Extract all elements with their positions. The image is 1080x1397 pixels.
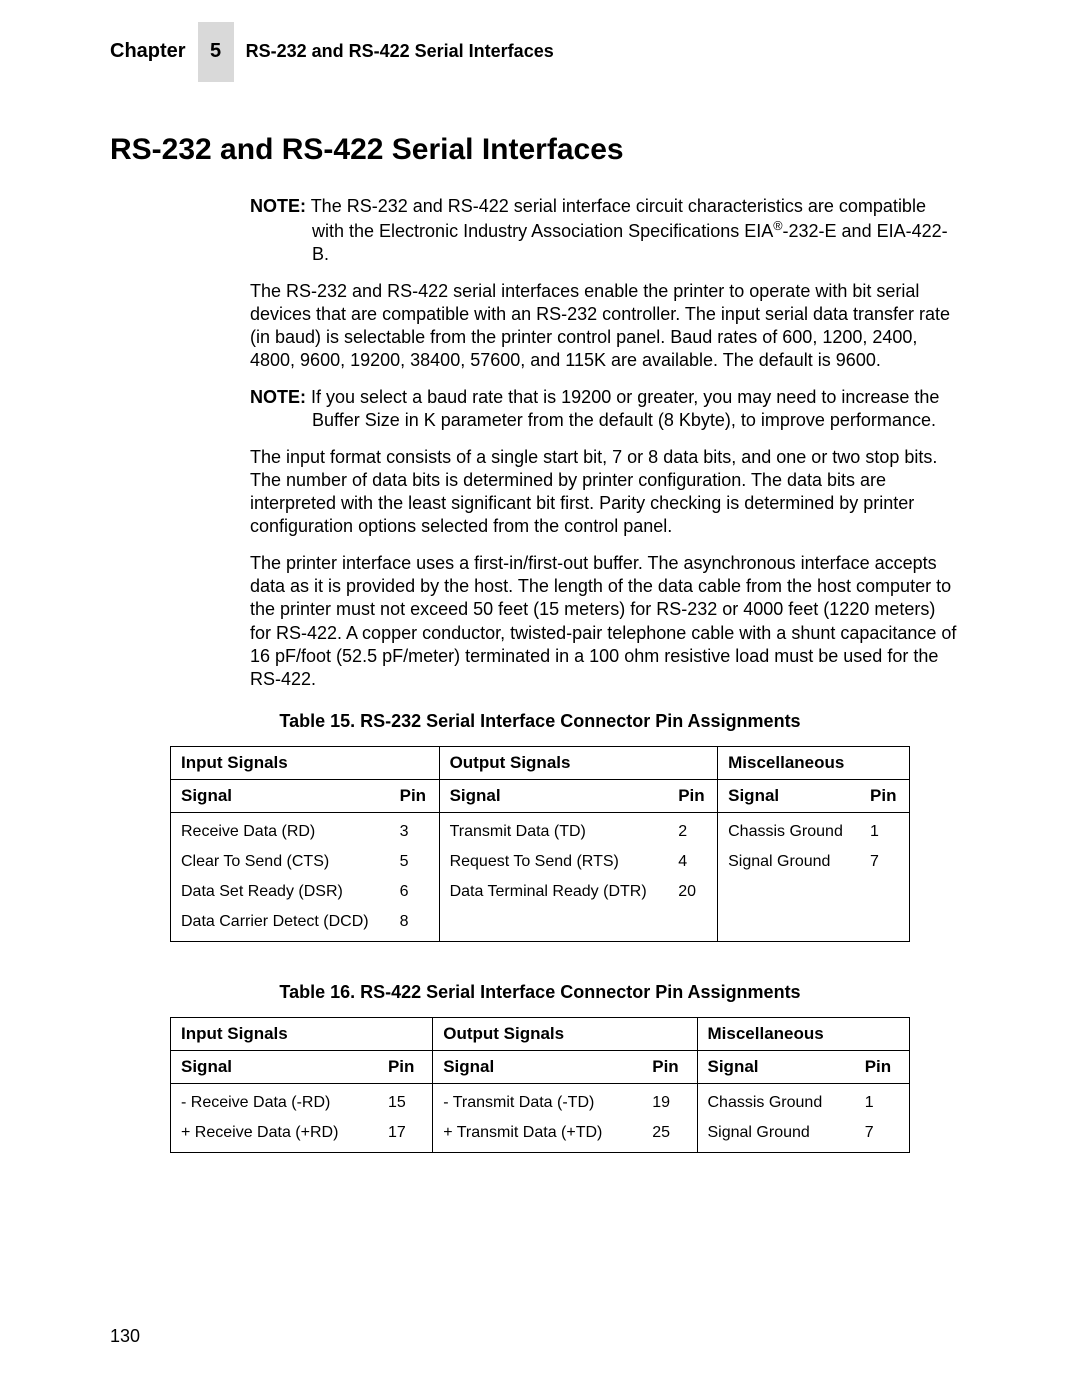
col-header: Signal xyxy=(697,1050,855,1083)
group-header: Output Signals xyxy=(433,1017,697,1050)
chapter-number-box: 5 xyxy=(198,22,234,82)
table-row: Signal Pin Signal Pin Signal Pin xyxy=(171,779,910,812)
paragraph-1: The RS-232 and RS-422 serial interfaces … xyxy=(250,280,960,372)
page-number: 130 xyxy=(110,1326,140,1347)
chapter-header: Chapter 5 RS-232 and RS-422 Serial Inter… xyxy=(110,40,970,63)
note-1-text: The RS-232 and RS-422 serial interface c… xyxy=(311,196,948,264)
chapter-number: 5 xyxy=(210,40,221,63)
cell xyxy=(860,877,909,907)
cell xyxy=(439,907,668,942)
cell: Request To Send (RTS) xyxy=(439,847,668,877)
paragraph-2: The input format consists of a single st… xyxy=(250,446,960,538)
table-row: Data Carrier Detect (DCD) 8 xyxy=(171,907,910,942)
cell: 3 xyxy=(390,812,439,847)
table-row: Clear To Send (CTS) 5 Request To Send (R… xyxy=(171,847,910,877)
col-header: Pin xyxy=(860,779,909,812)
body-text: NOTE: The RS-232 and RS-422 serial inter… xyxy=(250,195,960,691)
cell: 7 xyxy=(855,1118,910,1153)
table-row: - Receive Data (-RD) 15 - Transmit Data … xyxy=(171,1083,910,1118)
note-1: NOTE: The RS-232 and RS-422 serial inter… xyxy=(250,195,960,266)
col-header: Signal xyxy=(439,779,668,812)
cell: 2 xyxy=(668,812,717,847)
cell: 8 xyxy=(390,907,439,942)
col-header: Pin xyxy=(390,779,439,812)
group-header: Output Signals xyxy=(439,746,718,779)
note-2-text: If you select a baud rate that is 19200 … xyxy=(311,387,939,430)
cell: Chassis Ground xyxy=(718,812,860,847)
col-header: Signal xyxy=(171,1050,378,1083)
cell: Transmit Data (TD) xyxy=(439,812,668,847)
cell: 1 xyxy=(855,1083,910,1118)
table-15-caption: Table 15. RS-232 Serial Interface Connec… xyxy=(110,711,970,732)
cell: 6 xyxy=(390,877,439,907)
col-header: Pin xyxy=(378,1050,433,1083)
cell xyxy=(860,907,909,942)
note-label: NOTE: xyxy=(250,196,306,216)
cell: 15 xyxy=(378,1083,433,1118)
note-2: NOTE: If you select a baud rate that is … xyxy=(250,386,960,432)
cell: Data Terminal Ready (DTR) xyxy=(439,877,668,907)
paragraph-3: The printer interface uses a first-in/fi… xyxy=(250,552,960,690)
cell: 4 xyxy=(668,847,717,877)
cell: 1 xyxy=(860,812,909,847)
table-16: Input Signals Output Signals Miscellaneo… xyxy=(170,1017,910,1153)
cell: + Receive Data (+RD) xyxy=(171,1118,378,1153)
table-16-caption: Table 16. RS-422 Serial Interface Connec… xyxy=(110,982,970,1003)
col-header: Signal xyxy=(718,779,860,812)
group-header: Input Signals xyxy=(171,1017,433,1050)
cell: Signal Ground xyxy=(718,847,860,877)
cell: - Receive Data (-RD) xyxy=(171,1083,378,1118)
table-row: Input Signals Output Signals Miscellaneo… xyxy=(171,1017,910,1050)
cell: 17 xyxy=(378,1118,433,1153)
cell: 25 xyxy=(642,1118,697,1153)
cell: 19 xyxy=(642,1083,697,1118)
col-header: Signal xyxy=(433,1050,643,1083)
chapter-header-title: RS-232 and RS-422 Serial Interfaces xyxy=(246,41,554,62)
cell: 7 xyxy=(860,847,909,877)
table-row: + Receive Data (+RD) 17 + Transmit Data … xyxy=(171,1118,910,1153)
cell: Clear To Send (CTS) xyxy=(171,847,390,877)
col-header: Pin xyxy=(855,1050,910,1083)
cell: + Transmit Data (+TD) xyxy=(433,1118,643,1153)
table-row: Receive Data (RD) 3 Transmit Data (TD) 2… xyxy=(171,812,910,847)
chapter-label: Chapter xyxy=(110,40,186,63)
col-header: Pin xyxy=(668,779,717,812)
table-15: Input Signals Output Signals Miscellaneo… xyxy=(170,746,910,942)
table-row: Signal Pin Signal Pin Signal Pin xyxy=(171,1050,910,1083)
cell xyxy=(718,877,860,907)
cell: 5 xyxy=(390,847,439,877)
col-header: Pin xyxy=(642,1050,697,1083)
cell: - Transmit Data (-TD) xyxy=(433,1083,643,1118)
note-label: NOTE: xyxy=(250,387,306,407)
cell: Receive Data (RD) xyxy=(171,812,390,847)
cell: Data Set Ready (DSR) xyxy=(171,877,390,907)
group-header: Input Signals xyxy=(171,746,440,779)
group-header: Miscellaneous xyxy=(697,1017,910,1050)
cell xyxy=(668,907,717,942)
cell: Data Carrier Detect (DCD) xyxy=(171,907,390,942)
page: Chapter 5 RS-232 and RS-422 Serial Inter… xyxy=(0,0,1080,1397)
cell xyxy=(718,907,860,942)
cell: Chassis Ground xyxy=(697,1083,855,1118)
cell: 20 xyxy=(668,877,717,907)
group-header: Miscellaneous xyxy=(718,746,910,779)
table-row: Input Signals Output Signals Miscellaneo… xyxy=(171,746,910,779)
cell: Signal Ground xyxy=(697,1118,855,1153)
page-title: RS-232 and RS-422 Serial Interfaces xyxy=(110,133,970,167)
table-row: Data Set Ready (DSR) 6 Data Terminal Rea… xyxy=(171,877,910,907)
col-header: Signal xyxy=(171,779,390,812)
